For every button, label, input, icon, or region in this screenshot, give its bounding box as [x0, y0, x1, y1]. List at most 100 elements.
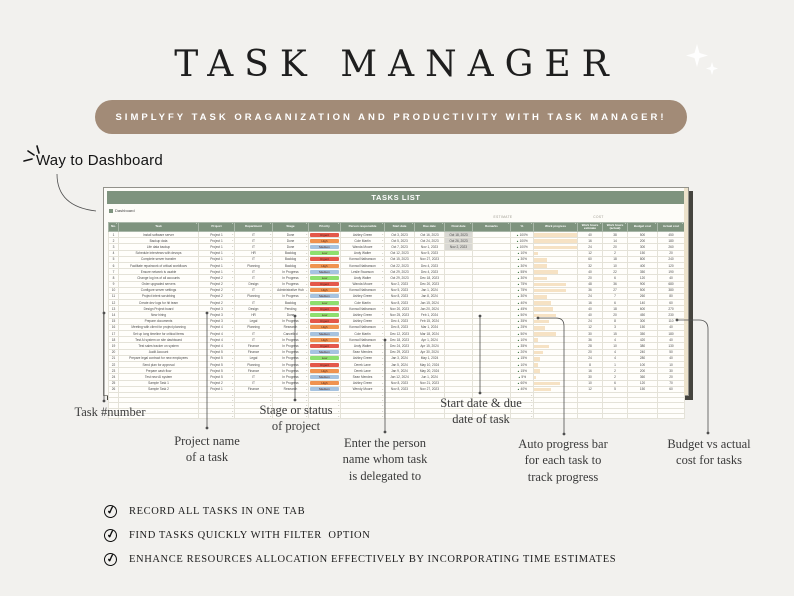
cell-empty[interactable] [533, 413, 578, 420]
cell-dropdown-icon[interactable]: ▾ [270, 388, 272, 391]
cell-dropdown-icon[interactable]: ▾ [306, 234, 308, 236]
cell-dropdown-icon[interactable]: ▾ [382, 277, 384, 280]
cell-dropdown-icon[interactable]: ▾ [531, 394, 533, 397]
cell-empty[interactable] [657, 413, 685, 420]
cell-dropdown-icon[interactable]: ▾ [382, 333, 384, 335]
table-header-cell[interactable]: Work hours (actual) ▼ [602, 222, 628, 232]
cell-dropdown-icon[interactable]: ▾ [270, 333, 272, 335]
table-header-cell[interactable]: Remarks ▼ [472, 222, 511, 232]
cell-dropdown-icon[interactable]: ▾ [306, 271, 308, 274]
cell-dropdown-icon[interactable]: ▾ [232, 252, 234, 255]
cell-dropdown-icon[interactable]: ▾ [531, 400, 533, 403]
cell-dropdown-icon[interactable]: ▾ [232, 400, 234, 403]
cell-dropdown-icon[interactable]: ▾ [382, 271, 384, 274]
priority-chip[interactable]: Medium [310, 350, 339, 355]
cell-dropdown-icon[interactable]: ▾ [382, 400, 384, 403]
cell-dropdown-icon[interactable]: ▾ [232, 271, 234, 274]
cell-empty[interactable]: ▾ [198, 413, 235, 420]
filter-dropdown-icon[interactable]: ▼ [469, 222, 472, 226]
priority-chip[interactable]: Urgent [310, 319, 339, 324]
table-header-cell[interactable]: Work progress ▼ [533, 222, 578, 232]
cell-dropdown-icon[interactable]: ▾ [270, 357, 272, 360]
cell-dropdown-icon[interactable]: ▾ [306, 240, 308, 243]
priority-chip[interactable]: Low [310, 356, 339, 361]
cell-dropdown-icon[interactable]: ▾ [382, 240, 384, 243]
cell-dropdown-icon[interactable]: ▾ [270, 351, 272, 354]
cell-dropdown-icon[interactable]: ▾ [232, 370, 234, 373]
cell-dropdown-icon[interactable]: ▾ [306, 252, 308, 255]
cell-dropdown-icon[interactable]: ▾ [306, 246, 308, 249]
cell-dropdown-icon[interactable]: ▾ [232, 308, 234, 311]
cell-dropdown-icon[interactable]: ▾ [531, 410, 533, 413]
filter-dropdown-icon[interactable]: ▼ [381, 222, 384, 226]
cell-dropdown-icon[interactable]: ▾ [270, 400, 272, 403]
filter-dropdown-icon[interactable]: ▼ [195, 222, 198, 226]
cell-dropdown-icon[interactable]: ▾ [306, 289, 308, 292]
table-header-cell[interactable]: Stage ▼ [272, 222, 309, 232]
cell-dropdown-icon[interactable]: ▾ [306, 333, 308, 335]
priority-chip[interactable]: Medium [310, 244, 339, 249]
cell-dropdown-icon[interactable]: ▾ [270, 394, 272, 397]
cell-dropdown-icon[interactable]: ▾ [382, 394, 384, 397]
filter-dropdown-icon[interactable]: ▼ [441, 222, 444, 226]
cell-dropdown-icon[interactable]: ▾ [382, 326, 384, 329]
table-header-cell[interactable]: Actual cost ▼ [657, 222, 685, 232]
cell-dropdown-icon[interactable]: ▾ [382, 320, 384, 323]
priority-chip[interactable]: High [310, 263, 339, 268]
priority-chip[interactable]: Urgent [310, 257, 339, 262]
cell-dropdown-icon[interactable]: ▾ [306, 376, 308, 379]
priority-chip[interactable]: Low [310, 300, 339, 305]
filter-dropdown-icon[interactable]: ▼ [681, 222, 684, 226]
filter-dropdown-icon[interactable]: ▼ [115, 222, 118, 226]
cell-dropdown-icon[interactable]: ▾ [338, 416, 340, 419]
cell-dropdown-icon[interactable]: ▾ [306, 308, 308, 311]
cell-dropdown-icon[interactable]: ▾ [382, 405, 384, 408]
cell-dropdown-icon[interactable]: ▾ [270, 289, 272, 292]
cell-dropdown-icon[interactable]: ▾ [232, 240, 234, 243]
filter-dropdown-icon[interactable]: ▼ [269, 222, 272, 226]
cell-dropdown-icon[interactable]: ▾ [270, 246, 272, 249]
cell-dropdown-icon[interactable]: ▾ [338, 405, 340, 408]
table-header-cell[interactable]: Person responsible ▼ [340, 222, 385, 232]
table-header-cell[interactable]: Task ▼ [118, 222, 199, 232]
cell-dropdown-icon[interactable]: ▾ [270, 339, 272, 342]
cell-dropdown-icon[interactable]: ▾ [270, 302, 272, 305]
cell-dropdown-icon[interactable]: ▾ [270, 370, 272, 373]
cell-dropdown-icon[interactable]: ▾ [382, 264, 384, 267]
filter-dropdown-icon[interactable]: ▼ [574, 222, 577, 226]
cell-dropdown-icon[interactable]: ▾ [382, 388, 384, 391]
table-header-cell[interactable]: Project ▼ [198, 222, 235, 232]
filter-dropdown-icon[interactable]: ▼ [231, 222, 234, 226]
table-header-cell[interactable]: No. ▼ [108, 222, 119, 232]
cell-dropdown-icon[interactable]: ▾ [306, 394, 308, 397]
cell-dropdown-icon[interactable]: ▾ [232, 320, 234, 323]
cell-dropdown-icon[interactable]: ▾ [382, 382, 384, 385]
cell-dropdown-icon[interactable]: ▾ [382, 234, 384, 236]
cell-dropdown-icon[interactable]: ▾ [531, 405, 533, 408]
filter-dropdown-icon[interactable]: ▼ [411, 222, 414, 226]
cell-dropdown-icon[interactable]: ▾ [232, 277, 234, 280]
cell-dropdown-icon[interactable]: ▾ [338, 400, 340, 403]
priority-chip[interactable]: Medium [310, 294, 339, 299]
cell-dropdown-icon[interactable]: ▾ [270, 405, 272, 408]
cell-dropdown-icon[interactable]: ▾ [382, 351, 384, 354]
cell-dropdown-icon[interactable]: ▾ [382, 345, 384, 348]
cell-dropdown-icon[interactable]: ▾ [232, 394, 234, 397]
priority-chip[interactable]: High [310, 368, 339, 373]
cell-dropdown-icon[interactable]: ▾ [306, 264, 308, 267]
cell-dropdown-icon[interactable]: ▾ [270, 271, 272, 274]
cell-dropdown-icon[interactable]: ▾ [382, 416, 384, 419]
table-header-cell[interactable]: Priority ▼ [308, 222, 341, 232]
cell-dropdown-icon[interactable]: ▾ [306, 357, 308, 360]
priority-chip[interactable]: High [310, 325, 339, 330]
cell-dropdown-icon[interactable]: ▾ [270, 252, 272, 255]
cell-dropdown-icon[interactable]: ▾ [306, 382, 308, 385]
cell-dropdown-icon[interactable]: ▾ [232, 357, 234, 360]
cell-dropdown-icon[interactable]: ▾ [306, 283, 308, 286]
cell-dropdown-icon[interactable]: ▾ [306, 363, 308, 366]
table-header-cell[interactable]: % ▼ [510, 222, 534, 232]
cell-dropdown-icon[interactable]: ▾ [232, 363, 234, 366]
table-header-cell[interactable]: Final date ▼ [444, 222, 473, 232]
cell-dropdown-icon[interactable]: ▾ [270, 264, 272, 267]
priority-chip[interactable]: Medium [310, 374, 339, 379]
